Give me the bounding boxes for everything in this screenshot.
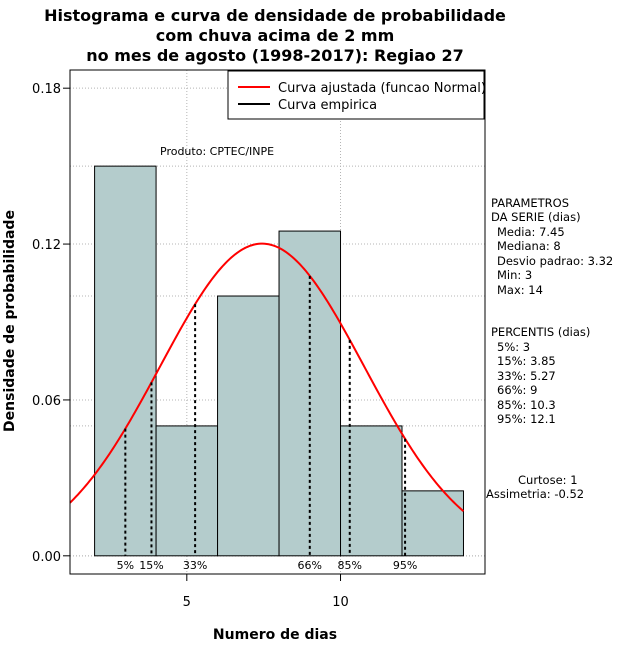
percentile-label: 5% bbox=[117, 559, 134, 572]
percentiles-panel: PERCENTIS (dias) 5%: 3 15%: 3.85 33%: 5.… bbox=[491, 325, 590, 426]
percentiles-heading: PERCENTIS (dias) bbox=[491, 325, 590, 339]
histogram-bar bbox=[217, 295, 280, 557]
param-median: Mediana: 8 bbox=[497, 239, 561, 253]
histogram-bar bbox=[278, 230, 342, 557]
normal-curve-layer bbox=[69, 242, 465, 512]
legend-label-normal: Curva ajustada (funcao Normal) bbox=[278, 81, 486, 96]
histogram-bar bbox=[340, 425, 403, 557]
legend-box bbox=[227, 70, 485, 120]
percentile-label: 85% bbox=[338, 559, 362, 572]
histogram-bar bbox=[155, 425, 219, 557]
y-tick-label: 0.06 bbox=[32, 394, 61, 409]
histogram-bar bbox=[401, 490, 464, 557]
legend-label-empirical: Curva empirica bbox=[278, 98, 377, 113]
percentile-66: 66%: 9 bbox=[497, 383, 537, 397]
percentile-15: 15%: 3.85 bbox=[497, 354, 556, 368]
percentile-label: 33% bbox=[183, 559, 207, 572]
histogram-bars bbox=[94, 165, 464, 557]
x-tick-label: 10 bbox=[332, 595, 349, 610]
param-sd: Desvio padrao: 3.32 bbox=[497, 254, 613, 268]
percentile-95: 95%: 12.1 bbox=[497, 412, 556, 426]
chart-title-line-2: com chuva acima de 2 mm bbox=[156, 26, 395, 45]
chart-title-line-1: Histograma e curva de densidade de proba… bbox=[44, 6, 506, 25]
chart-title-line-3: no mes de agosto (1998-2017): Regiao 27 bbox=[86, 46, 463, 65]
kurtosis: Curtose: 1 bbox=[518, 473, 578, 487]
percentile-label: 95% bbox=[393, 559, 417, 572]
skewness: Assimetria: -0.52 bbox=[486, 487, 584, 501]
percentile-lines: 5% 15% 33% 66% 85% 95% bbox=[117, 275, 417, 572]
x-axis-title: Numero de dias bbox=[213, 627, 337, 643]
parameters-heading-2: DA SERIE (dias) bbox=[491, 210, 581, 224]
product-note: Produto: CPTEC/INPE bbox=[160, 145, 274, 158]
percentile-label: 15% bbox=[139, 559, 163, 572]
parameters-panel: PARAMETROS DA SERIE (dias) Media: 7.45 M… bbox=[491, 196, 613, 297]
shape-panel: Curtose: 1 Assimetria: -0.52 bbox=[486, 473, 584, 501]
x-tick-label: 5 bbox=[183, 595, 191, 610]
param-mean: Media: 7.45 bbox=[497, 225, 565, 239]
y-tick-label: 0.12 bbox=[32, 238, 61, 253]
percentile-33: 33%: 5.27 bbox=[497, 369, 556, 383]
parameters-heading-1: PARAMETROS bbox=[491, 196, 569, 210]
y-tick-label: 0.00 bbox=[32, 550, 61, 565]
normal-curve bbox=[69, 242, 465, 512]
percentile-label: 66% bbox=[298, 559, 322, 572]
param-min: Min: 3 bbox=[497, 268, 532, 282]
y-tick-label: 0.18 bbox=[32, 82, 61, 97]
percentile-85: 85%: 10.3 bbox=[497, 398, 556, 412]
param-max: Max: 14 bbox=[497, 283, 543, 297]
plot-frame bbox=[69, 69, 486, 575]
y-axis-title: Densidade de probabilidade bbox=[2, 210, 18, 432]
legend: Curva ajustada (funcao Normal) Curva emp… bbox=[227, 70, 486, 120]
percentile-5: 5%: 3 bbox=[497, 340, 530, 354]
